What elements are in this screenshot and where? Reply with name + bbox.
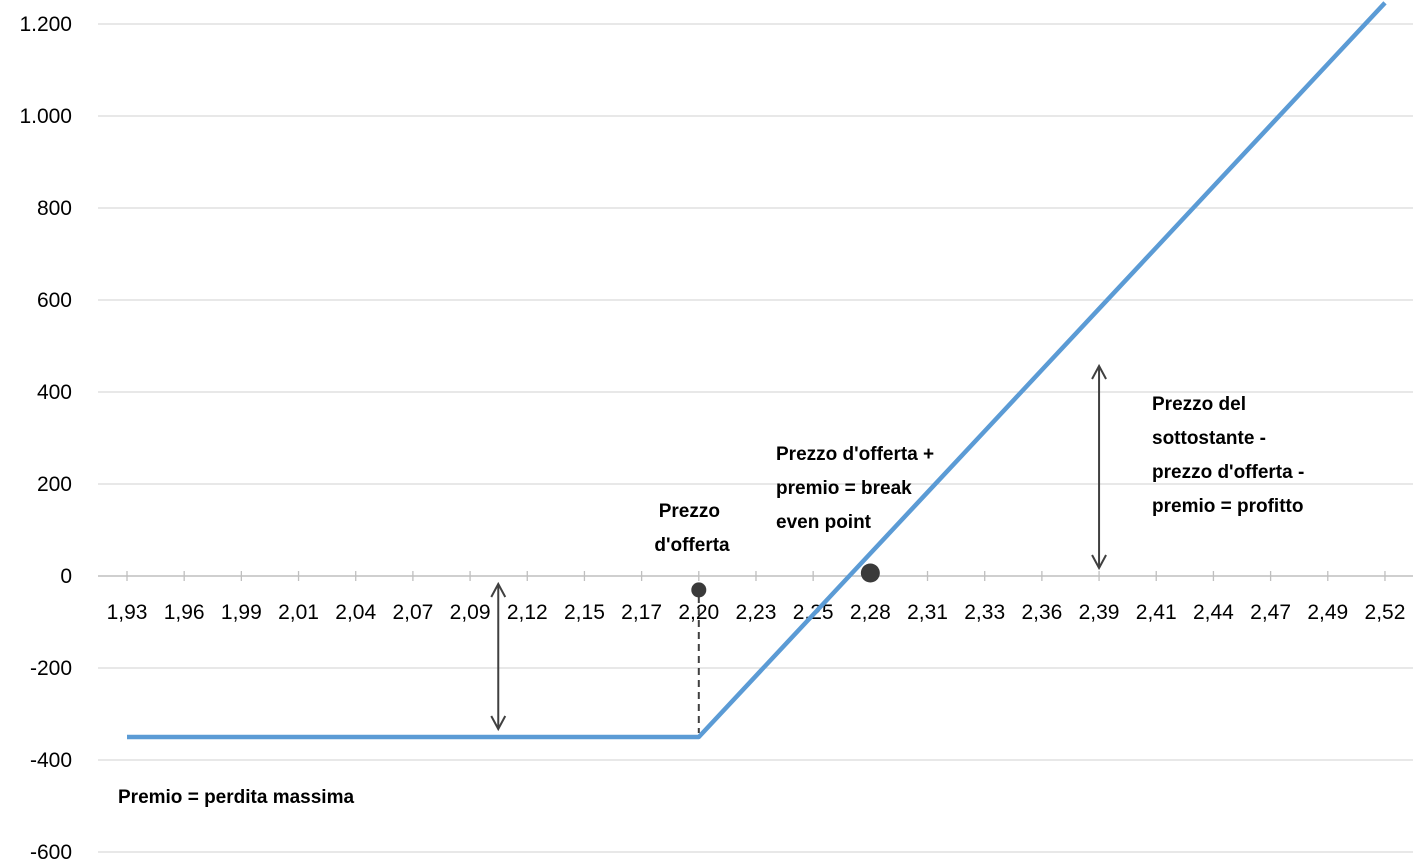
x-tick-label: 2,23 (736, 601, 777, 624)
x-tick-label: 2,15 (564, 601, 605, 624)
y-tick-label: 400 (37, 381, 72, 404)
break-even-annotation: Prezzo d'offerta + premio = break even p… (776, 444, 939, 533)
y-tick-label: 0 (60, 565, 72, 588)
x-tick-label: 2,31 (907, 601, 948, 624)
y-tick-label: 800 (37, 197, 72, 220)
series-line (127, 1, 1387, 740)
guide-lines (490, 363, 1107, 733)
profit-annotation-line: Prezzo del (1152, 394, 1246, 415)
x-tick-label: 2,44 (1193, 601, 1234, 624)
annotations: Prezzo d'offerta Prezzo d'offerta + prem… (118, 394, 1310, 808)
y-axis-ticks: 1.200 1.000 800 600 400 200 0 -200 -400 -600 (19, 13, 72, 861)
y-tick-label: 200 (37, 473, 72, 496)
payoff-line (127, 1, 1387, 740)
y-tick-label: 1.200 (19, 13, 72, 36)
break-even-annotation-line: Prezzo d'offerta + (776, 444, 934, 465)
x-tick-label: 2,07 (392, 601, 433, 624)
x-axis-ticks: 1,93 1,96 1,99 2,01 2,04 2,07 2,09 2,12 2,15 2,17… (107, 571, 1406, 624)
x-tick-label: 2,52 (1365, 601, 1406, 624)
x-tick-label: 2,28 (850, 601, 891, 624)
x-tick-label: 2,17 (621, 601, 662, 624)
max-loss-arrow-head-bottom (490, 715, 507, 732)
gridlines (98, 23, 1413, 853)
y-tick-label: 1.000 (19, 105, 72, 128)
y-tick-label: -200 (30, 657, 72, 680)
y-tick-label: -600 (30, 841, 72, 861)
profit-arrow-head-bottom (1091, 554, 1107, 571)
x-tick-label: 2,33 (964, 601, 1005, 624)
break-even-point (860, 563, 880, 583)
y-tick-label: -400 (30, 749, 72, 772)
x-tick-label: 2,39 (1079, 601, 1120, 624)
break-even-annotation-line: even point (776, 512, 872, 533)
x-tick-label: 2,12 (507, 601, 548, 624)
profit-annotation-line: sottostante - (1152, 428, 1266, 449)
profit-arrow-head-top (1091, 363, 1107, 380)
x-tick-label: 1,93 (107, 601, 148, 624)
strike-annotation: Prezzo d'offerta (654, 501, 730, 556)
x-tick-label: 2,41 (1136, 601, 1177, 624)
profit-annotation-line: prezzo d'offerta - (1152, 462, 1304, 483)
x-tick-label: 1,96 (164, 601, 205, 624)
point-markers (691, 563, 880, 598)
x-tick-label: 2,36 (1021, 601, 1062, 624)
x-tick-label: 2,09 (450, 601, 491, 624)
max-loss-arrow-head-top (490, 581, 507, 598)
profit-annotation-line: premio = profitto (1152, 496, 1303, 517)
strike-annotation-line: d'offerta (654, 535, 730, 556)
profit-annotation: Prezzo del sottostante - prezzo d'offert… (1152, 394, 1310, 517)
x-tick-label: 2,47 (1250, 601, 1291, 624)
x-tick-label: 2,04 (335, 601, 376, 624)
x-tick-label: 2,01 (278, 601, 319, 624)
x-tick-label: 2,49 (1307, 601, 1348, 624)
x-tick-label: 1,99 (221, 601, 262, 624)
max-loss-annotation: Premio = perdita massima (118, 787, 354, 808)
break-even-annotation-line: premio = break (776, 478, 912, 499)
y-tick-label: 600 (37, 289, 72, 312)
strike-annotation-line: Prezzo (659, 501, 720, 522)
strike-point (691, 582, 707, 598)
